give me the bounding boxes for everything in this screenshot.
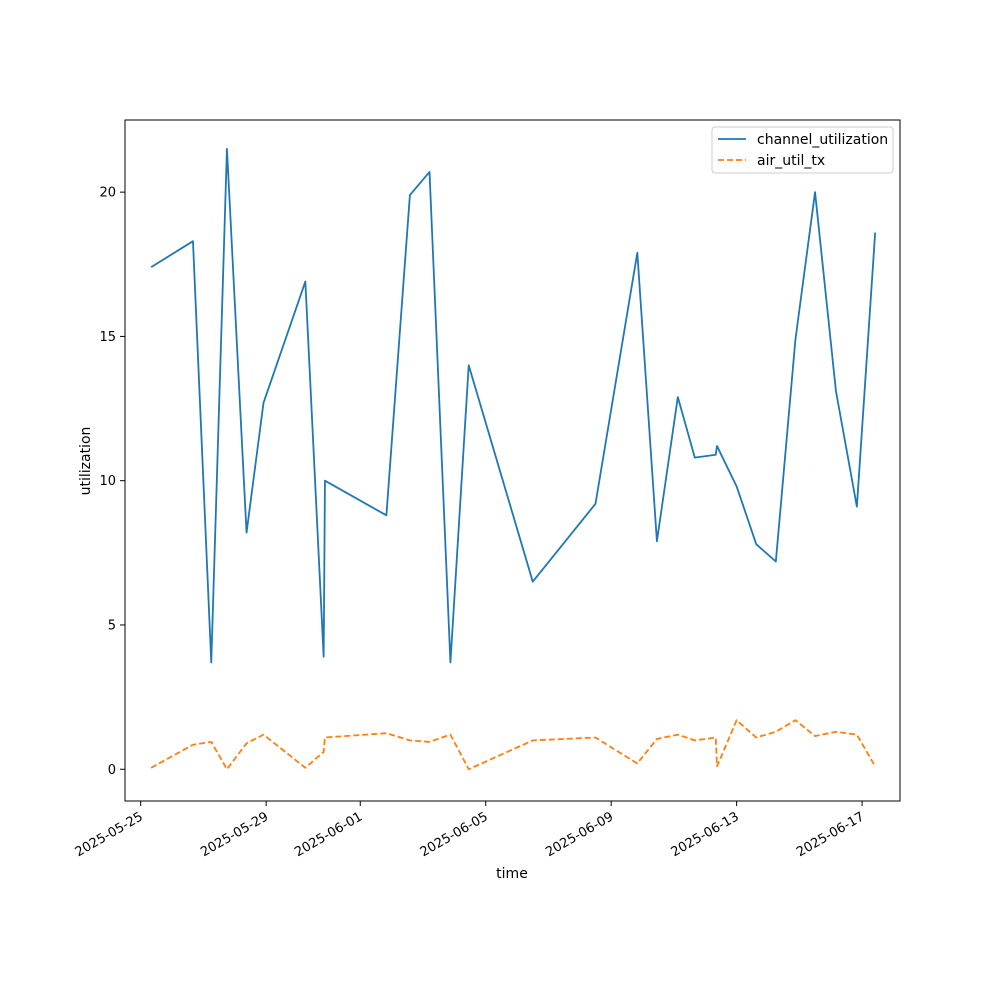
y-tick-label: 5 <box>108 618 116 633</box>
axes-frame <box>124 119 901 802</box>
y-tick-label: 20 <box>99 186 116 201</box>
legend-label-air-util-tx: air_util_tx <box>757 153 825 169</box>
legend-box <box>711 126 894 174</box>
legend-label-channel-utilization: channel_utilization <box>757 132 888 148</box>
series-line-channel-utilization <box>150 147 877 664</box>
y-axis-label: utilization <box>78 427 94 496</box>
series-line-air-util-tx <box>150 719 876 771</box>
y-tick-label: 15 <box>99 330 116 345</box>
x-axis-label: time <box>496 866 528 882</box>
y-tick-label: 0 <box>108 763 116 778</box>
y-tick-label: 10 <box>99 474 116 489</box>
plot-area <box>150 147 877 771</box>
y-axis: 0 5 10 15 20 <box>99 186 125 778</box>
legend: channel_utilization air_util_tx <box>711 126 894 174</box>
